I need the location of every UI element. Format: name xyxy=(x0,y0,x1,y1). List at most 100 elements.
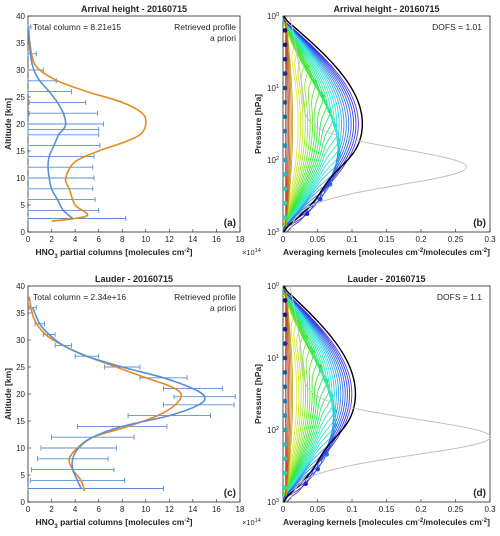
series-line xyxy=(28,37,147,222)
x-tick-label: 0.3 xyxy=(484,235,496,244)
y-tick-label: 35 xyxy=(16,309,25,318)
panel-title: Arrival height - 20160715 xyxy=(333,4,439,14)
kernel-base-marker xyxy=(282,186,288,192)
kernel-curve-upper xyxy=(285,285,294,503)
x-tick-label: 0 xyxy=(26,505,31,514)
kernel-base-marker xyxy=(282,71,288,76)
y-tick-label: 103 xyxy=(267,498,279,507)
kernel-base-marker xyxy=(282,157,288,163)
x-tick-label: 6 xyxy=(96,235,101,244)
y-tick-label: 15 xyxy=(16,147,25,156)
x-tick-label: 0 xyxy=(281,235,286,244)
x-tick-label: 0.1 xyxy=(346,505,358,514)
kernel-base-marker xyxy=(282,143,288,148)
y-tick-label: 35 xyxy=(16,39,25,48)
y-tick-label: 20 xyxy=(16,120,25,129)
kernel-base-marker xyxy=(282,172,288,177)
y-axis-label: Altitude [km] xyxy=(3,98,13,150)
kernel-curve-upper xyxy=(285,15,292,233)
total-column-annotation: Total column = 8.21e15 xyxy=(33,22,121,32)
x-axis-label: Averaging kernels [molecules cm-2/molecu… xyxy=(283,247,490,257)
x-tick-label: 16 xyxy=(212,505,221,514)
kernel-base-marker xyxy=(282,100,288,105)
kernel-base-marker xyxy=(282,128,288,134)
kernel-curve xyxy=(282,285,336,503)
y-tick-label: 103 xyxy=(267,228,279,237)
kernel-base-marker xyxy=(282,485,288,490)
x-tick-label: 10 xyxy=(141,505,150,514)
y-tick-label: 15 xyxy=(16,417,25,426)
x-multiplier: ×1014 xyxy=(242,518,261,527)
kernel-curve xyxy=(282,15,341,233)
x-tick-label: 0.25 xyxy=(448,505,464,514)
kernel-base-marker xyxy=(282,215,288,220)
legend-entry: a priori xyxy=(210,33,236,43)
y-tick-label: 101 xyxy=(267,354,279,363)
y-tick-label: 100 xyxy=(267,282,279,291)
kernel-curve xyxy=(282,15,299,233)
x-tick-label: 10 xyxy=(141,235,150,244)
y-tick-label: 25 xyxy=(16,93,25,102)
y-tick-label: 101 xyxy=(267,84,279,93)
y-tick-label: 40 xyxy=(16,12,25,21)
y-tick-label: 5 xyxy=(21,201,26,210)
kernel-curve xyxy=(282,285,311,503)
kernel-base-marker xyxy=(282,298,288,303)
y-tick-label: 102 xyxy=(267,156,279,165)
y-tick-label: 5 xyxy=(21,471,26,480)
y-axis-label: Pressure [hPa] xyxy=(253,364,263,424)
y-tick-label: 102 xyxy=(267,426,279,435)
y-tick-label: 10 xyxy=(16,174,25,183)
kernel-curve xyxy=(282,285,324,503)
plot-frame xyxy=(27,285,241,503)
panel-label: (b) xyxy=(473,218,486,229)
kernel-base-marker xyxy=(282,442,288,447)
total-column-annotation: Total column = 2.34e+16 xyxy=(33,292,126,302)
legend-entry: Retrieved profile xyxy=(174,22,236,32)
kernel-base-marker xyxy=(282,370,288,375)
kernel-curve xyxy=(282,15,345,233)
kernel-curve xyxy=(282,285,314,503)
x-tick-label: 2 xyxy=(49,235,54,244)
kernel-curve xyxy=(282,285,336,503)
kernel-curve xyxy=(282,15,327,233)
kernel-base-marker xyxy=(282,326,288,332)
y-tick-label: 25 xyxy=(16,363,25,372)
kernel-curve xyxy=(282,285,327,503)
x-tick-label: 8 xyxy=(120,235,125,244)
y-axis-label: Altitude [km] xyxy=(3,368,13,420)
kernel-curve xyxy=(282,285,346,503)
x-tick-label: 0 xyxy=(26,235,31,244)
y-tick-label: 30 xyxy=(16,336,25,345)
kernel-curve xyxy=(282,285,336,503)
x-tick-label: 12 xyxy=(165,505,174,514)
y-tick-label: 30 xyxy=(16,66,25,75)
x-tick-label: 0 xyxy=(281,505,286,514)
kernel-curve-upper xyxy=(285,15,289,233)
x-tick-label: 16 xyxy=(212,235,221,244)
kernel-base-marker xyxy=(282,384,288,390)
panel-a: 0 2 4 6 8 10 12 14 16 18 0 5 10 15 20 25 30 35 40 Arrival h… xyxy=(3,4,261,260)
sensitivity-curve xyxy=(289,15,468,233)
x-multiplier: ×1014 xyxy=(242,248,261,257)
panel-c: 0 2 4 6 8 10 12 14 16 18 0 5 10 15 20 25 30 35 40 Lauder - … xyxy=(3,274,261,530)
x-tick-label: 4 xyxy=(73,235,78,244)
panel-label: (d) xyxy=(473,488,486,499)
kernel-base-marker xyxy=(282,456,288,462)
kernel-curve xyxy=(282,15,355,233)
x-tick-label: 0.25 xyxy=(448,235,464,244)
kernel-base-marker xyxy=(282,56,288,62)
x-tick-label: 0.2 xyxy=(415,505,427,514)
x-tick-label: 0.15 xyxy=(379,235,395,244)
kernel-curve xyxy=(282,15,313,233)
kernel-base-marker xyxy=(282,413,288,418)
y-axis-label: Pressure [hPa] xyxy=(253,94,263,154)
series-line xyxy=(31,307,206,489)
kernel-base-marker xyxy=(282,398,288,404)
x-tick-label: 8 xyxy=(120,505,125,514)
kernel-curve-upper xyxy=(285,15,291,233)
legend-entry: Retrieved profile xyxy=(174,292,236,302)
y-tick-label: 40 xyxy=(16,282,25,291)
kernel-curve xyxy=(282,15,340,233)
